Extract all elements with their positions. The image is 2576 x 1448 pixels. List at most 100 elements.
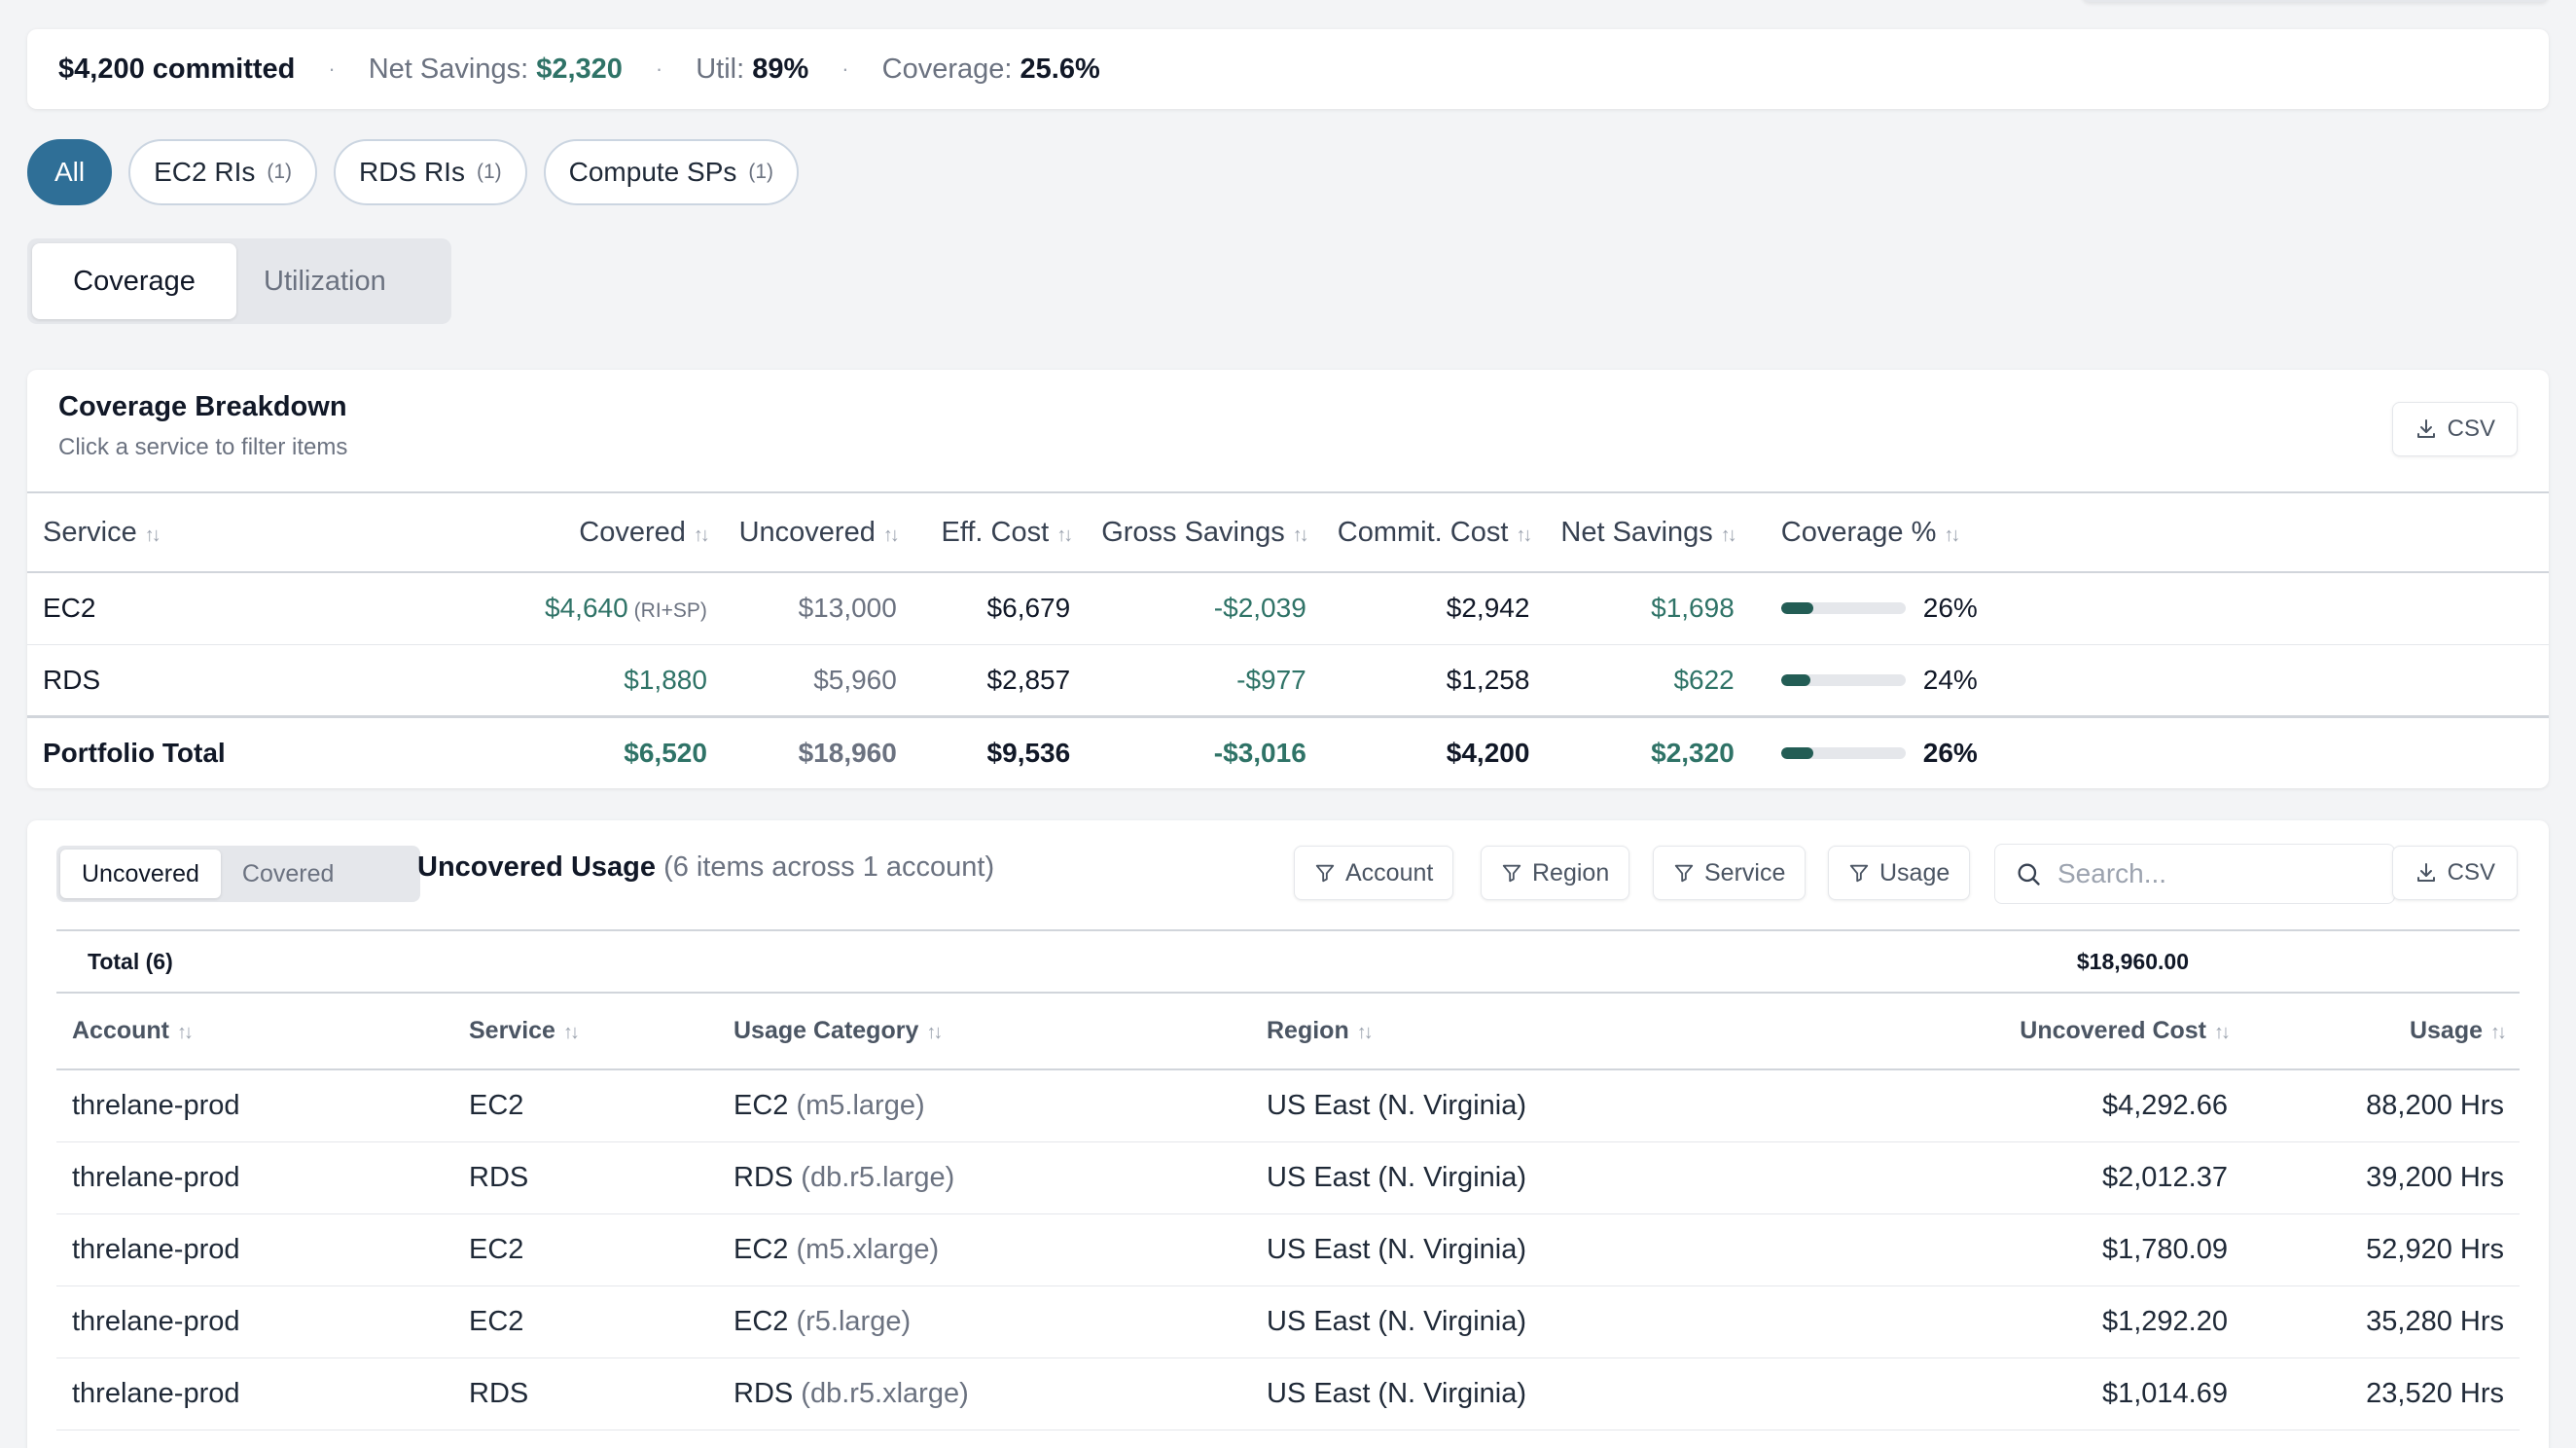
tab-uncovered[interactable]: Uncovered xyxy=(60,850,221,898)
filter-region-label: Region xyxy=(1532,858,1610,887)
uncovered-cost-cell: $4,292.66 xyxy=(1796,1069,2243,1142)
tab-coverage[interactable]: Coverage xyxy=(32,243,236,319)
region-cell: US East (N. Virginia) xyxy=(1251,1285,1796,1358)
usage-category-cell: RDS (db.r5.xlarge) xyxy=(718,1358,1251,1430)
region-cell: US East (N. Virginia) xyxy=(1251,1069,1796,1142)
coverage-progress-bar xyxy=(1780,673,1906,686)
service-cell: EC2 xyxy=(27,572,301,645)
total-label-cell: Portfolio Total xyxy=(27,714,301,788)
column-header-commit-cost[interactable]: Commit. Cost ↑↓ xyxy=(1337,491,1561,573)
service-cell: RDS xyxy=(453,1358,718,1430)
service-cell: EC2 xyxy=(453,1213,718,1286)
coverage-cell: 24% xyxy=(1765,644,2549,717)
search-box xyxy=(1994,844,2395,904)
sort-icon: ↑↓ xyxy=(1056,524,1073,546)
sort-icon: ↑↓ xyxy=(177,1022,194,1043)
coverage-breakdown-table: Service ↑↓ Covered ↑↓ Uncovered ↑↓ Eff. Cos… xyxy=(27,491,2549,788)
column-header-uncovered[interactable]: Uncovered ↑↓ xyxy=(737,491,928,573)
column-header-net-savings[interactable]: Net Savings ↑↓ xyxy=(1560,491,1766,573)
gross-savings-cell: -$3,016 xyxy=(1101,714,1338,788)
sort-icon: ↑↓ xyxy=(144,524,161,546)
usage-category-cell: EC2 (m5.xlarge) xyxy=(718,1213,1251,1286)
uncovered-cell: $13,000 xyxy=(737,572,928,645)
filter-service-label: Service xyxy=(1704,858,1786,887)
column-header-usage[interactable]: Usage ↑↓ xyxy=(2243,994,2520,1070)
filter-region-button[interactable]: Region xyxy=(1481,846,1630,900)
filter-pill-count: (1) xyxy=(267,161,293,183)
account-cell: threlane-prod xyxy=(56,1213,453,1286)
region-cell: US East (N. Virginia) xyxy=(1251,1141,1796,1214)
table-row[interactable]: threlane-prod EC2 EC2 (r5.large) US East… xyxy=(56,1285,2520,1358)
table-row[interactable]: threlane-prod EC2 EC2 (m5.large) US East… xyxy=(56,1069,2520,1142)
usage-cell: 23,520 Hrs xyxy=(2243,1358,2520,1430)
filter-service-button[interactable]: Service xyxy=(1653,846,1807,900)
filter-pill-compute-sps[interactable]: Compute SPs (1) xyxy=(543,139,800,205)
tab-utilization[interactable]: Utilization xyxy=(264,265,386,297)
column-header-service[interactable]: Service ↑↓ xyxy=(27,491,301,573)
search-input[interactable] xyxy=(2057,858,2369,889)
csv-export-button[interactable]: CSV xyxy=(2391,846,2518,900)
table-row-rds[interactable]: RDS $1,880 $5,960 $2,857 -$977 $1,258 $6… xyxy=(27,644,2549,717)
table-header-row: Account ↑↓ Service ↑↓ Usage Category ↑↓ Reg… xyxy=(56,994,2520,1070)
column-header-covered[interactable]: Covered ↑↓ xyxy=(300,491,738,573)
sort-icon: ↑↓ xyxy=(1516,524,1532,546)
filter-pill-rds-ris[interactable]: RDS RIs (1) xyxy=(334,139,527,205)
filter-account-button[interactable]: Account xyxy=(1294,846,1454,900)
table-row[interactable]: threlane-prod RDS RDS (db.r5.xlarge) US … xyxy=(56,1358,2520,1430)
uncovered-usage-title: Uncovered Usage (6 items across 1 accoun… xyxy=(417,851,995,883)
filter-pill-ec2-ris[interactable]: EC2 RIs (1) xyxy=(128,139,318,205)
table-row[interactable]: threlane-prod RDS RDS (db.r5.large) US E… xyxy=(56,1141,2520,1214)
column-header-coverage-pct[interactable]: Coverage % ↑↓ xyxy=(1765,491,2549,573)
coverage-progress-fill xyxy=(1780,746,1814,759)
column-header-region[interactable]: Region ↑↓ xyxy=(1251,994,1796,1070)
filter-icon xyxy=(1848,862,1870,884)
account-cell: threlane-prod xyxy=(56,1069,453,1142)
net-savings-cell: $1,698 xyxy=(1560,572,1766,645)
table-row[interactable]: threlane-prod EC2 EC2 (m5.xlarge) US Eas… xyxy=(56,1213,2520,1286)
column-header-service[interactable]: Service ↑↓ xyxy=(453,994,718,1070)
column-header-account[interactable]: Account ↑↓ xyxy=(56,994,453,1070)
csv-label: CSV xyxy=(2447,859,2495,886)
coverage-pct-text: 24% xyxy=(1922,664,1978,695)
net-savings-label: Net Savings: xyxy=(368,53,529,85)
commit-cost-cell: $4,200 xyxy=(1337,714,1561,788)
coverage-value: 25.6% xyxy=(1020,53,1100,85)
net-savings-cell: $2,320 xyxy=(1560,714,1766,788)
total-label: Total (6) xyxy=(88,949,173,974)
column-header-uncovered-cost[interactable]: Uncovered Cost ↑↓ xyxy=(1796,994,2243,1070)
column-header-gross-savings[interactable]: Gross Savings ↑↓ xyxy=(1101,491,1338,573)
search-icon xyxy=(2015,860,2042,887)
sort-icon: ↑↓ xyxy=(1356,1022,1374,1043)
filter-icon xyxy=(1673,862,1695,884)
uncovered-usage-count: (6 items across 1 account) xyxy=(663,851,995,883)
gross-savings-cell: -$977 xyxy=(1101,644,1338,717)
account-cell: threlane-prod xyxy=(56,1141,453,1214)
filter-pill-all[interactable]: All xyxy=(27,139,113,205)
sort-icon: ↑↓ xyxy=(693,524,710,546)
service-cell: EC2 xyxy=(453,1069,718,1142)
coverage-cell: 26% xyxy=(1765,572,2549,645)
coverage-breakdown-subtitle: Click a service to filter items xyxy=(58,434,348,460)
usage-category-cell: RDS (db.r5.large) xyxy=(718,1141,1251,1214)
filter-usage-button[interactable]: Usage xyxy=(1828,846,1971,900)
sort-icon: ↑↓ xyxy=(882,524,900,546)
filter-icon xyxy=(1314,862,1336,884)
sort-icon: ↑↓ xyxy=(562,1022,580,1043)
usage-category-cell: EC2 (m5.large) xyxy=(718,1069,1251,1142)
coverage-breakdown-card: Coverage Breakdown Click a service to fi… xyxy=(27,370,2549,788)
sort-icon: ↑↓ xyxy=(2490,1022,2507,1043)
column-header-eff-cost[interactable]: Eff. Cost ↑↓ xyxy=(927,491,1102,573)
net-savings-cell: $622 xyxy=(1560,644,1766,717)
filter-pill-label: Compute SPs xyxy=(568,157,737,187)
tab-covered[interactable]: Covered xyxy=(241,859,335,887)
table-row-ec2[interactable]: EC2 $4,640 (RI+SP) $13,000 $6,679 -$2,039… xyxy=(27,572,2549,645)
column-header-usage-category[interactable]: Usage Category ↑↓ xyxy=(718,994,1251,1070)
service-cell: RDS xyxy=(453,1141,718,1214)
separator-dot: · xyxy=(655,56,663,81)
uncovered-usage-card: Uncovered Covered Uncovered Usage (6 ite… xyxy=(27,820,2549,1448)
coverage-cell: 26% xyxy=(1765,714,2549,788)
commitment-type-filters: All EC2 RIs (1) RDS RIs (1) Compute SPs (1) xyxy=(27,139,800,205)
usage-category-cell: EC2 (r5.large) xyxy=(718,1285,1251,1358)
csv-export-button[interactable]: CSV xyxy=(2391,402,2518,456)
service-cell: RDS xyxy=(27,644,301,717)
